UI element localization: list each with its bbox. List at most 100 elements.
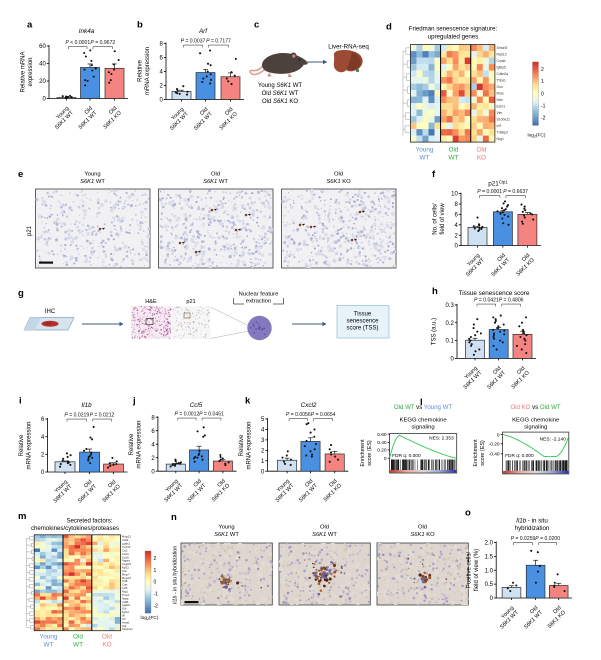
svg-text:0: 0 <box>154 580 157 586</box>
svg-text:0.1: 0.1 <box>445 339 454 345</box>
svg-text:0: 0 <box>490 596 494 602</box>
svg-text:i: i <box>19 396 22 407</box>
svg-text:Relative: Relative <box>129 433 135 455</box>
svg-text:P = 0.0212: P = 0.0212 <box>90 413 115 419</box>
svg-text:P = 0.0037: P = 0.0037 <box>181 39 206 45</box>
svg-text:4: 4 <box>261 428 265 434</box>
svg-text:4: 4 <box>151 442 155 448</box>
svg-text:2: 2 <box>154 556 157 562</box>
svg-text:a: a <box>27 20 33 31</box>
svg-text:FDR q: 0.000: FDR q: 0.000 <box>505 453 534 459</box>
svg-text:Old: Old <box>449 147 459 154</box>
svg-text:IHC: IHC <box>45 309 56 315</box>
svg-text:S6K1 KO: S6K1 KO <box>326 179 351 185</box>
svg-text:Thbs1: Thbs1 <box>497 79 507 83</box>
svg-text:field of view: field of view <box>440 203 446 235</box>
svg-text:Mmp7: Mmp7 <box>122 572 130 576</box>
svg-text:WT: WT <box>449 155 459 162</box>
svg-text:6: 6 <box>454 213 458 219</box>
svg-text:-0.40: -0.40 <box>489 452 500 458</box>
svg-text:-2: -2 <box>541 116 546 122</box>
svg-text:Old: Old <box>73 634 83 641</box>
svg-text:Ccl2: Ccl2 <box>122 548 128 552</box>
svg-text:Napsa: Napsa <box>122 559 130 563</box>
svg-text:Old: Old <box>102 634 112 641</box>
svg-text:TSS (a.u.): TSS (a.u.) <box>432 318 438 345</box>
svg-text:0.40: 0.40 <box>377 440 387 446</box>
svg-text:S6K1 WT: S6K1 WT <box>203 179 228 185</box>
svg-text:Nuclear feature: Nuclear feature <box>239 292 279 298</box>
svg-text:hybridization: hybridization <box>515 525 550 532</box>
svg-text:Smurf2: Smurf2 <box>497 46 508 50</box>
svg-text:0: 0 <box>454 244 458 250</box>
svg-text:1.0: 1.0 <box>485 568 494 574</box>
svg-text:Young: Young <box>416 147 434 154</box>
svg-text:WT: WT <box>73 642 83 649</box>
svg-text:k: k <box>245 396 251 407</box>
svg-text:0: 0 <box>384 456 387 462</box>
svg-text:mRNA expression: mRNA expression <box>136 420 142 468</box>
svg-text:8: 8 <box>151 415 155 421</box>
svg-text:P = 0.0451: P = 0.0451 <box>199 412 224 418</box>
svg-text:H&E: H&E <box>145 299 157 305</box>
svg-text:1: 1 <box>154 568 157 574</box>
svg-text:Young: Young <box>218 525 234 531</box>
svg-text:Cdkn2a: Cdkn2a <box>497 72 509 76</box>
svg-text:20: 20 <box>39 79 46 85</box>
svg-text:NES: 2.353: NES: 2.353 <box>429 436 454 442</box>
svg-text:P < 0.0001: P < 0.0001 <box>65 40 90 46</box>
svg-text:Cxcl13: Cxcl13 <box>122 545 131 549</box>
svg-text:2: 2 <box>159 84 163 90</box>
svg-text:P = 0.9672: P = 0.9672 <box>90 40 115 46</box>
svg-text:S100a11: S100a11 <box>497 118 510 122</box>
svg-text:l: l <box>420 397 423 408</box>
svg-text:60: 60 <box>39 44 46 50</box>
svg-text:-1: -1 <box>541 104 546 110</box>
svg-text:p21: p21 <box>186 299 195 305</box>
svg-text:Rras: Rras <box>497 92 504 96</box>
svg-text:1.5: 1.5 <box>485 555 494 561</box>
svg-text:Mmp13: Mmp13 <box>122 535 131 539</box>
svg-text:Il6: Il6 <box>122 614 125 618</box>
svg-text:Enrichment: Enrichment <box>360 439 366 467</box>
svg-text:Secreted factors:: Secreted factors: <box>66 518 112 525</box>
svg-text:o: o <box>465 508 471 519</box>
svg-text:log2(FC): log2(FC) <box>528 133 546 139</box>
svg-text:Naaa: Naaa <box>122 596 129 600</box>
svg-text:0.60: 0.60 <box>377 432 387 438</box>
svg-text:10: 10 <box>451 192 458 198</box>
svg-text:Tissue: Tissue <box>354 312 372 318</box>
svg-text:j: j <box>132 396 136 407</box>
svg-text:2: 2 <box>261 448 265 454</box>
svg-text:0: 0 <box>497 432 500 438</box>
svg-text:0: 0 <box>159 98 163 104</box>
svg-text:6: 6 <box>159 56 163 62</box>
svg-text:Vim: Vim <box>497 111 503 115</box>
svg-text:mRNA expression: mRNA expression <box>246 421 252 469</box>
svg-text:3: 3 <box>261 438 265 444</box>
svg-text:0.2: 0.2 <box>445 321 454 327</box>
svg-text:Old: Old <box>334 172 343 178</box>
svg-text:Old: Old <box>211 172 220 178</box>
svg-text:4: 4 <box>41 435 45 441</box>
svg-text:KO: KO <box>477 155 486 162</box>
svg-text:Young: Young <box>40 634 58 641</box>
svg-text:expression: expression <box>28 57 34 86</box>
svg-text:0: 0 <box>541 91 544 97</box>
svg-text:S6K1 KO: S6K1 KO <box>410 532 435 538</box>
svg-text:Ink4a: Ink4a <box>79 28 95 35</box>
svg-text:0.3: 0.3 <box>445 303 454 309</box>
svg-text:Relative: Relative <box>19 434 25 456</box>
svg-text:d: d <box>386 22 392 33</box>
svg-text:2: 2 <box>151 456 155 462</box>
svg-text:FDR q: 0.000: FDR q: 0.000 <box>392 453 421 459</box>
svg-text:Old: Old <box>320 525 329 531</box>
svg-text:4: 4 <box>159 70 163 76</box>
svg-text:8: 8 <box>454 202 458 208</box>
svg-text:Old WT vs Young WT: Old WT vs Young WT <box>394 404 452 411</box>
svg-text:b: b <box>137 20 143 31</box>
svg-text:signaling: signaling <box>524 425 547 431</box>
svg-text:WT: WT <box>44 642 54 649</box>
svg-text:Old KO vs Old WT: Old KO vs Old WT <box>510 404 560 411</box>
svg-text:Arf: Arf <box>198 28 208 35</box>
